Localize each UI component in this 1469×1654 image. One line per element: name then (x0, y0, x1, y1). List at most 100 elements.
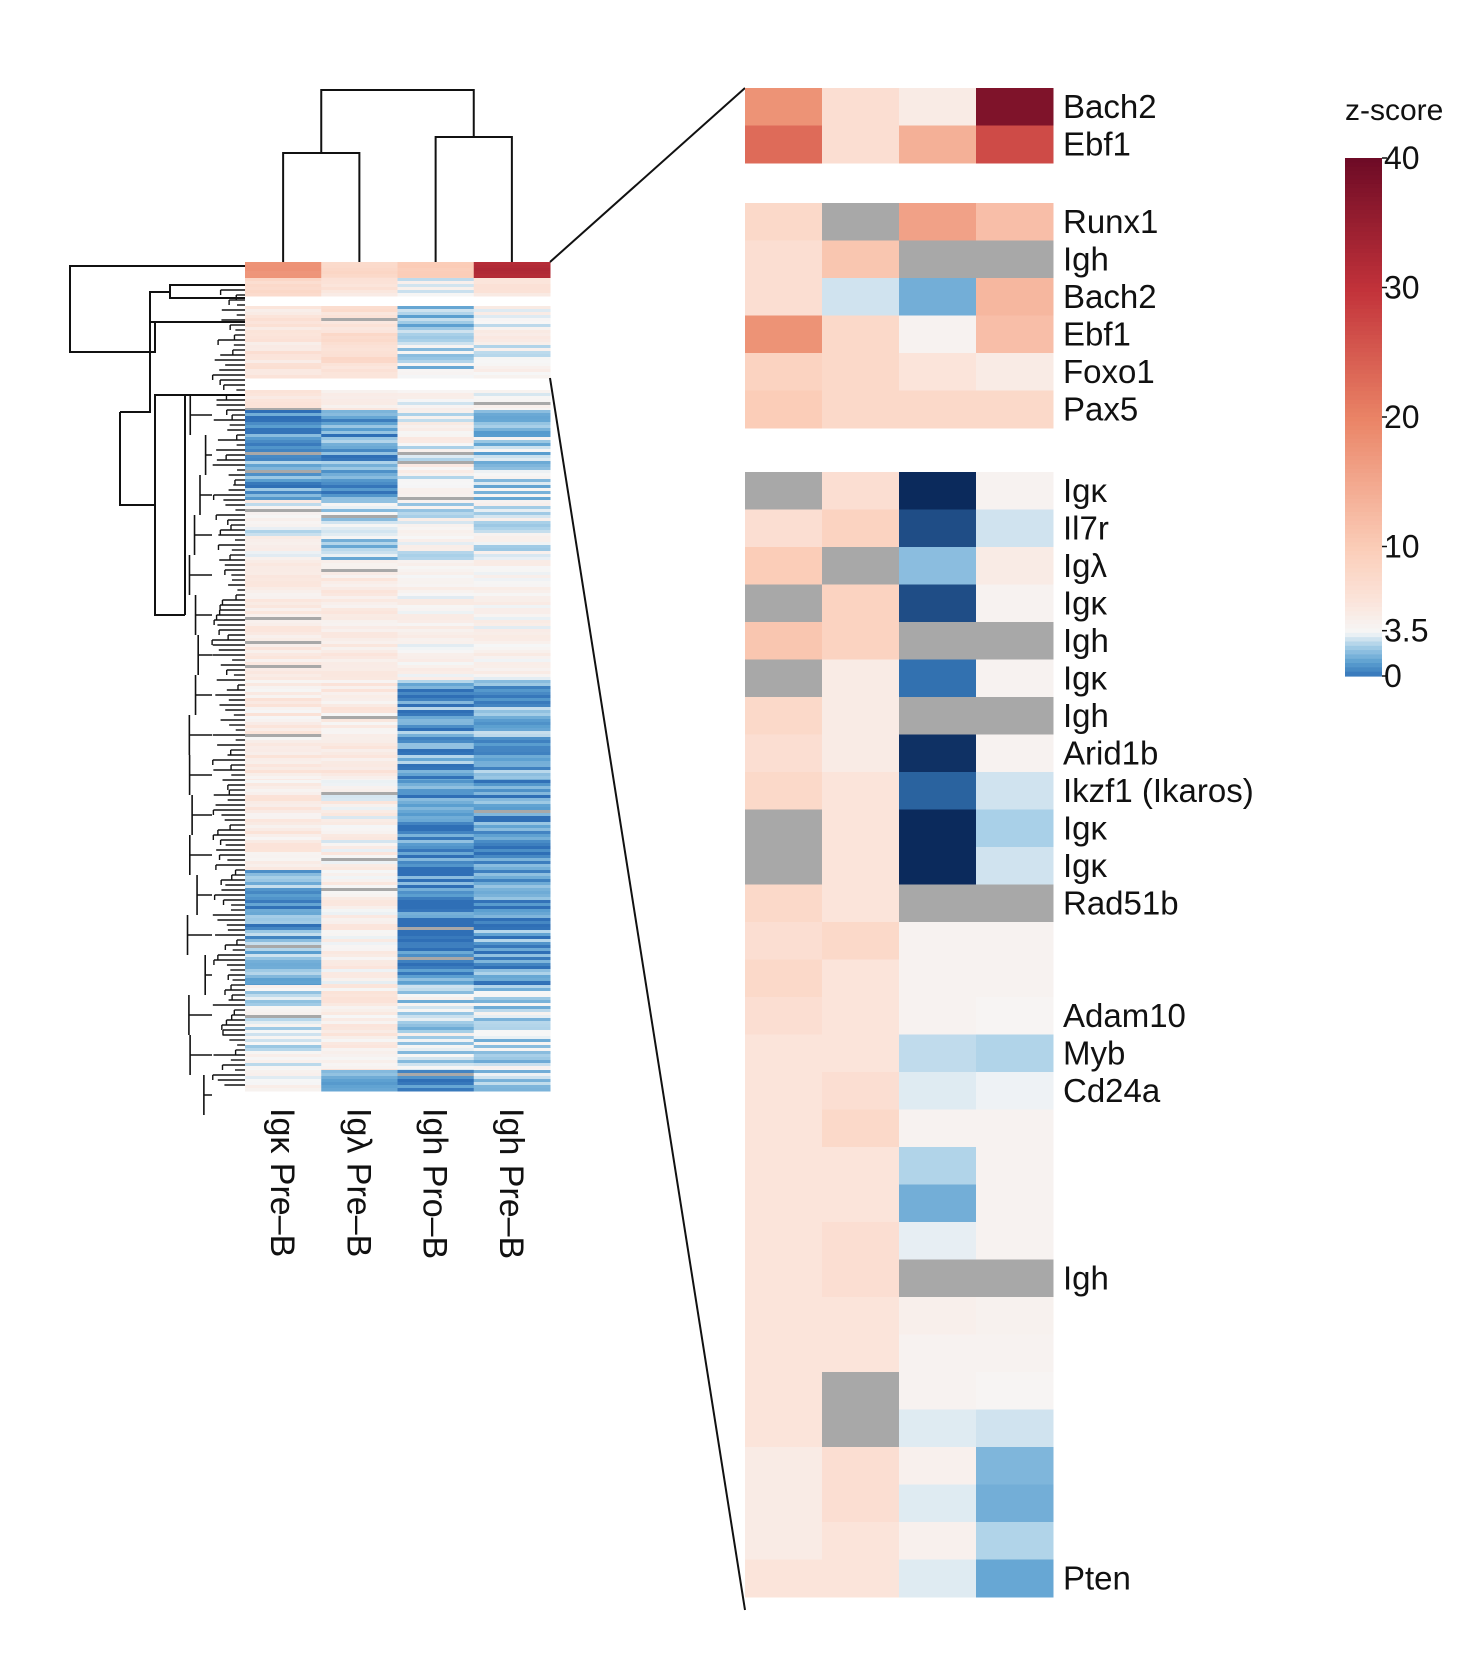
overview-cell (473, 852, 551, 856)
overview-cell (321, 348, 398, 352)
overview-cell (245, 752, 322, 756)
overview-cell (321, 372, 398, 376)
overview-cell (397, 668, 475, 672)
colorbar-segment (1345, 663, 1382, 668)
overview-cell (397, 861, 475, 865)
overview-cell (321, 770, 398, 774)
overview-cell (397, 761, 475, 765)
colorbar-segment (1345, 417, 1382, 422)
overview-cell (245, 268, 322, 272)
colorbar-segment (1345, 235, 1382, 241)
overview-cell (321, 1006, 398, 1010)
overview-cell (473, 1039, 551, 1043)
overview-cell (397, 518, 475, 522)
overview-cell (473, 500, 551, 504)
overview-cell (397, 566, 475, 570)
colorbar-segment (1345, 317, 1382, 323)
colorbar-segment (1345, 516, 1382, 522)
colorbar-segment (1345, 261, 1382, 267)
colorbar-segment (1345, 287, 1382, 293)
colorbar-segment (1345, 278, 1382, 284)
overview-cell (473, 620, 551, 624)
overview-cell (397, 825, 475, 829)
overview-cell (321, 575, 398, 579)
overview-cell (473, 497, 551, 501)
overview-cell (397, 734, 475, 738)
zoom-line-bottom (549, 377, 746, 1611)
overview-cell (397, 354, 475, 358)
overview-cell (473, 668, 551, 672)
overview-cell (245, 348, 322, 352)
overview-cell (245, 572, 322, 576)
overview-cell (473, 912, 551, 916)
colorbar-segment (1345, 313, 1382, 319)
overview-cell (245, 557, 322, 561)
overview-cell (321, 1088, 398, 1092)
overview-cell (245, 416, 322, 420)
overview-cell (245, 813, 322, 817)
colorbar-segment (1345, 490, 1382, 496)
overview-cell (321, 428, 398, 432)
overview-cell (321, 1048, 398, 1052)
colorbar-segment (1345, 511, 1382, 517)
colorbar-segment (1345, 214, 1382, 220)
colorbar-segment (1345, 581, 1382, 586)
detail-cell (899, 697, 977, 735)
detail-cell (899, 1522, 977, 1560)
colorbar-segment (1345, 550, 1382, 556)
overview-cell (473, 635, 551, 639)
overview-cell (245, 876, 322, 880)
colorbar-segment (1345, 429, 1382, 435)
detail-cell (899, 847, 977, 885)
overview-cell (245, 767, 322, 771)
overview-cell (473, 988, 551, 992)
overview-cell (473, 396, 551, 400)
overview-cell (321, 617, 398, 621)
detail-cell (745, 997, 823, 1035)
overview-cell (473, 524, 551, 528)
overview-cell (245, 476, 322, 480)
overview-cell (397, 458, 475, 462)
overview-cell (397, 846, 475, 850)
overview-cell (245, 464, 322, 468)
overview-cell (321, 503, 398, 507)
overview-cell (473, 312, 551, 316)
detail-cell (745, 884, 823, 923)
colorbar-segment (1345, 360, 1382, 366)
overview-cell (473, 428, 551, 432)
overview-cell (245, 369, 322, 373)
overview-cell (473, 581, 551, 585)
row-dendro-node (186, 915, 212, 955)
overview-cell (321, 650, 398, 654)
overview-cell (321, 506, 398, 510)
overview-cell (473, 617, 551, 621)
overview-cell (397, 960, 475, 964)
colorbar-segment (1345, 270, 1382, 276)
overview-cell (397, 461, 475, 465)
colorbar-segment (1345, 188, 1382, 194)
overview-cell (473, 789, 551, 793)
row-dendro-lower (119, 394, 245, 616)
overview-cell (397, 557, 475, 561)
detail-cell (899, 959, 977, 998)
overview-cell (473, 933, 551, 937)
overview-cell (321, 846, 398, 850)
overview-cell (397, 1024, 475, 1028)
overview-cell (397, 930, 475, 934)
overview-cell (245, 837, 322, 841)
overview-cell (321, 728, 398, 732)
overview-cell (473, 764, 551, 768)
overview-cell (473, 1030, 551, 1034)
overview-cell (473, 770, 551, 774)
detail-cell (976, 1372, 1054, 1410)
overview-cell (397, 1027, 475, 1031)
overview-cell (397, 680, 475, 684)
row-label: Bach2 (1063, 278, 1157, 315)
overview-cell (321, 662, 398, 666)
overview-cell (397, 767, 475, 771)
overview-cell (397, 707, 475, 711)
detail-cell (976, 1484, 1054, 1523)
overview-cell (321, 449, 398, 453)
detail-cell (976, 734, 1054, 773)
overview-cell (473, 861, 551, 865)
